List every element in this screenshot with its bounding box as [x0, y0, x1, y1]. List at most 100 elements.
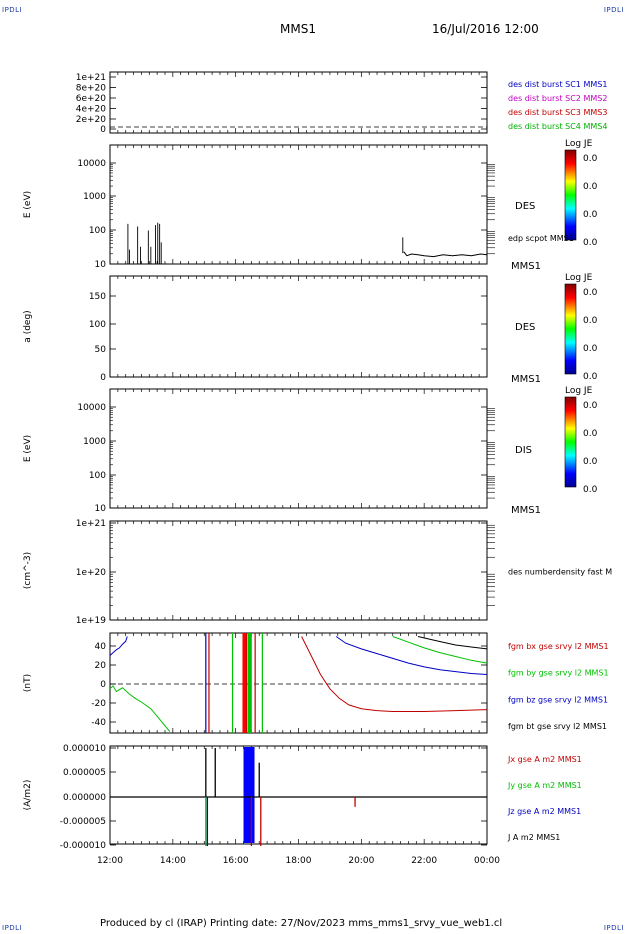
colorbar: [564, 283, 577, 375]
page-title: MMS1: [280, 22, 316, 36]
time-tick-label: 22:00: [411, 856, 437, 866]
logo-bottom-left: IPDLI: [2, 924, 23, 932]
legend-entry: J A m2 MMS1: [507, 833, 560, 842]
legend-entry: des dist burst SC2 MMS2: [508, 94, 607, 103]
legend-entry: Jx gse A m2 MMS1: [507, 755, 582, 764]
colorbar-tick-label: 0.0: [583, 372, 598, 382]
logo-top-left: IPDLI: [2, 6, 23, 14]
field-series-line: [392, 636, 488, 664]
y-tick-label: 1e+19: [76, 616, 107, 626]
legend-entry: des dist burst SC4 MMS4: [508, 122, 607, 131]
footer-text: Produced by cl (IRAP) Printing date: 27/…: [100, 918, 503, 929]
time-tick-label: 20:00: [348, 856, 374, 866]
colorbar-tick-label: 0.0: [583, 429, 598, 439]
y-tick-label: 10: [95, 504, 107, 514]
y-axis-label: (cm^-3): [23, 552, 33, 589]
legend-entry: fgm by gse srvy l2 MMS1: [508, 669, 609, 678]
colorbar-tick-label: 0.0: [583, 316, 598, 326]
legend-entry: fgm bz gse srvy l2 MMS1: [508, 695, 608, 704]
colorbar-title: Log JE: [565, 139, 593, 149]
legend-entry: Jy gse A m2 MMS1: [507, 781, 582, 790]
y-tick-label: 0: [100, 125, 106, 135]
y-axis-label: (A/m2): [23, 780, 33, 811]
legend-entry: fgm bx gse srvy l2 MMS1: [508, 642, 609, 651]
y-tick-label: 8e+20: [76, 84, 107, 94]
y-tick-label: 1e+21: [76, 519, 106, 529]
legend-entry: des dist burst SC1 MMS1: [508, 80, 607, 89]
y-tick-label: 100: [89, 226, 106, 236]
y-tick-label: 6e+20: [76, 94, 107, 104]
panel-frame-panel-bfield: [109, 632, 488, 734]
colorbar-tick-label: 0.0: [583, 182, 598, 192]
y-tick-label: 50: [95, 345, 107, 355]
y-tick-label: 0: [100, 373, 106, 383]
legend-entry: fgm bt gse srvy l2 MMS1: [508, 722, 607, 731]
y-tick-label: 1e+20: [76, 568, 107, 578]
spacecraft-label: MMS1: [511, 261, 541, 272]
colorbar-tick-label: 0.0: [583, 344, 598, 354]
overlay-label: edp scpot MMS1: [508, 234, 574, 243]
y-tick-label: 100: [89, 471, 106, 481]
colorbar-tick-label: 0.0: [583, 401, 598, 411]
y-tick-label: -40: [91, 718, 106, 728]
panel-frame-panel-dist: [109, 71, 488, 134]
colorbar: [564, 396, 577, 488]
field-series-line: [417, 636, 488, 650]
y-tick-label: 0.000000: [63, 793, 106, 803]
panel-frame-panel-dis-energy: [109, 388, 488, 509]
page-date: 16/Jul/2016 12:00: [432, 22, 539, 36]
current-band: [243, 747, 255, 843]
colorbar-title: Log JE: [565, 386, 593, 396]
instrument-label: DES: [515, 322, 535, 333]
colorbar-title: Log JE: [565, 273, 593, 283]
legend-entry: Jz gse A m2 MMS1: [507, 807, 581, 816]
y-tick-label: -20: [91, 699, 106, 709]
y-tick-label: 0.000005: [63, 768, 106, 778]
colorbar-tick-label: 0.0: [583, 457, 598, 467]
y-tick-label: 40: [95, 642, 107, 652]
colorbar-tick-label: 0.0: [583, 485, 598, 495]
colorbar-tick-label: 0.0: [583, 288, 598, 298]
field-series-line: [335, 636, 488, 675]
y-axis-label: E (eV): [23, 435, 33, 462]
y-tick-label: 0: [100, 680, 106, 690]
scpot-line: [403, 251, 488, 258]
time-tick-label: 00:00: [474, 856, 500, 866]
panel-frame-panel-des-energy: [109, 144, 488, 265]
spacecraft-label: MMS1: [511, 374, 541, 385]
legend-entry: des dist burst SC3 MMS3: [508, 108, 607, 117]
field-series-line: [301, 636, 488, 712]
y-tick-label: 2e+20: [76, 115, 107, 125]
y-tick-label: 150: [89, 292, 106, 302]
y-axis-label: E (eV): [23, 191, 33, 218]
legend-entry: des numberdensity fast M: [508, 568, 612, 577]
colorbar: [564, 149, 577, 241]
y-tick-label: 0.000010: [63, 744, 106, 754]
panel-frame-panel-density: [109, 520, 488, 621]
y-tick-label: 10: [95, 260, 107, 270]
time-tick-label: 18:00: [286, 856, 312, 866]
y-tick-label: 1000: [83, 437, 106, 447]
field-series-line: [109, 636, 128, 656]
y-tick-label: 4e+20: [76, 105, 107, 115]
instrument-label: DIS: [515, 445, 532, 456]
colorbar-tick-label: 0.0: [583, 154, 598, 164]
logo-top-right: IPDLI: [603, 6, 624, 14]
y-tick-label: -0.000005: [60, 817, 106, 827]
instrument-label: DES: [515, 201, 535, 212]
time-tick-label: 12:00: [97, 856, 123, 866]
y-tick-label: 1e+21: [76, 73, 106, 83]
y-tick-label: -0.000010: [60, 841, 106, 851]
field-series-line: [109, 685, 171, 732]
y-tick-label: 20: [95, 661, 107, 671]
colorbar-tick-label: 0.0: [583, 238, 598, 248]
panel-frame-panel-des-pitch: [109, 275, 488, 378]
y-tick-label: 1000: [83, 192, 106, 202]
spacecraft-label: MMS1: [511, 505, 541, 516]
y-tick-label: 100: [89, 320, 106, 330]
y-axis-label: a (deg): [23, 310, 33, 342]
time-tick-label: 14:00: [160, 856, 186, 866]
colorbar-tick-label: 0.0: [583, 210, 598, 220]
y-tick-label: 10000: [77, 403, 106, 413]
